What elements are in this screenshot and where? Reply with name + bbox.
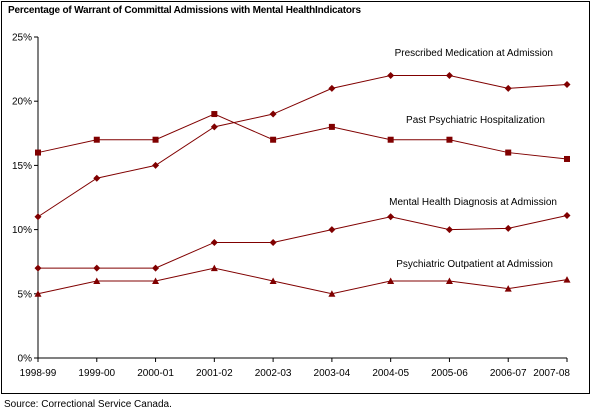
- x-tick-label: 2002-03: [255, 368, 292, 379]
- data-point: [35, 149, 41, 156]
- series-line: [37, 113, 568, 160]
- data-point: [152, 277, 160, 284]
- data-point: [34, 290, 42, 297]
- data-point: [93, 136, 100, 143]
- data-point: [563, 276, 571, 283]
- data-point: [211, 111, 218, 118]
- chart-frame: [1, 1, 590, 394]
- y-tick-label: 25%: [12, 33, 32, 44]
- axes: 0% 5% 10% 15% 20% 25% 1998-99 1999-00 2000-01 200…: [12, 33, 570, 380]
- series-label: Mental Health Diagnosis at Admission: [389, 197, 557, 208]
- x-tick-label: 1999-00: [78, 368, 115, 379]
- data-point: [152, 264, 160, 272]
- data-point: [210, 264, 218, 272]
- source-note: Source: Correctional Service Canada.: [4, 399, 172, 410]
- data-point: [387, 277, 395, 284]
- series-line: [38, 214, 568, 269]
- chart-title: Percentage of Warrant of Committal Admis…: [8, 5, 361, 16]
- data-point: [34, 213, 42, 221]
- x-tick-label: 2004-05: [372, 368, 409, 379]
- series-label: Psychiatric Outpatient at Admission: [396, 259, 553, 270]
- series-line: [37, 75, 568, 218]
- data-point: [34, 264, 42, 272]
- y-tick-label: 0%: [18, 354, 33, 365]
- data-point: [93, 174, 101, 182]
- y-tick-label: 5%: [18, 289, 33, 300]
- data-point: [445, 72, 453, 80]
- data-point: [328, 290, 336, 297]
- data-point: [210, 123, 218, 131]
- data-point: [563, 211, 571, 219]
- x-tick-label: 2006-07: [490, 368, 527, 379]
- x-tick-label: 1998-99: [20, 368, 57, 379]
- data-point: [328, 84, 336, 92]
- data-point: [504, 84, 512, 92]
- data-point: [269, 277, 277, 284]
- y-tick-label: 20%: [12, 97, 32, 108]
- data-point: [210, 238, 218, 246]
- data-point: [152, 136, 159, 143]
- series-line: [37, 267, 568, 295]
- data-point: [387, 72, 395, 80]
- data-point: [269, 110, 277, 118]
- data-point: [152, 161, 160, 169]
- data-point: [328, 226, 336, 234]
- data-point: [270, 136, 277, 143]
- data-point: [93, 277, 101, 284]
- data-point: [93, 264, 101, 272]
- data-point: [328, 123, 335, 130]
- x-tick-label: 2003-04: [314, 368, 351, 379]
- data-point: [446, 136, 453, 143]
- series-label: Past Psychiatric Hospitalization: [406, 115, 545, 126]
- y-tick-label: 15%: [12, 161, 32, 172]
- data-point: [564, 155, 570, 162]
- y-tick-label: 10%: [12, 225, 32, 236]
- x-tick-label: 2001-02: [196, 368, 233, 379]
- data-point: [387, 213, 395, 221]
- data-point: [505, 149, 512, 156]
- data-point: [563, 81, 571, 89]
- data-point: [445, 226, 453, 234]
- data-point: [445, 277, 453, 284]
- data-point: [504, 285, 512, 292]
- x-tick-label: 2007-08: [533, 368, 570, 379]
- data-point: [269, 238, 277, 246]
- series-labels: Prescribed Medication at Admission Past P…: [389, 48, 557, 270]
- x-tick-label: 2000-01: [137, 368, 174, 379]
- series-lines: [37, 75, 568, 295]
- data-point: [387, 136, 394, 143]
- data-point: [504, 224, 512, 232]
- x-tick-label: 2005-06: [431, 368, 468, 379]
- series-markers: [34, 72, 571, 297]
- series-label: Prescribed Medication at Admission: [395, 48, 553, 59]
